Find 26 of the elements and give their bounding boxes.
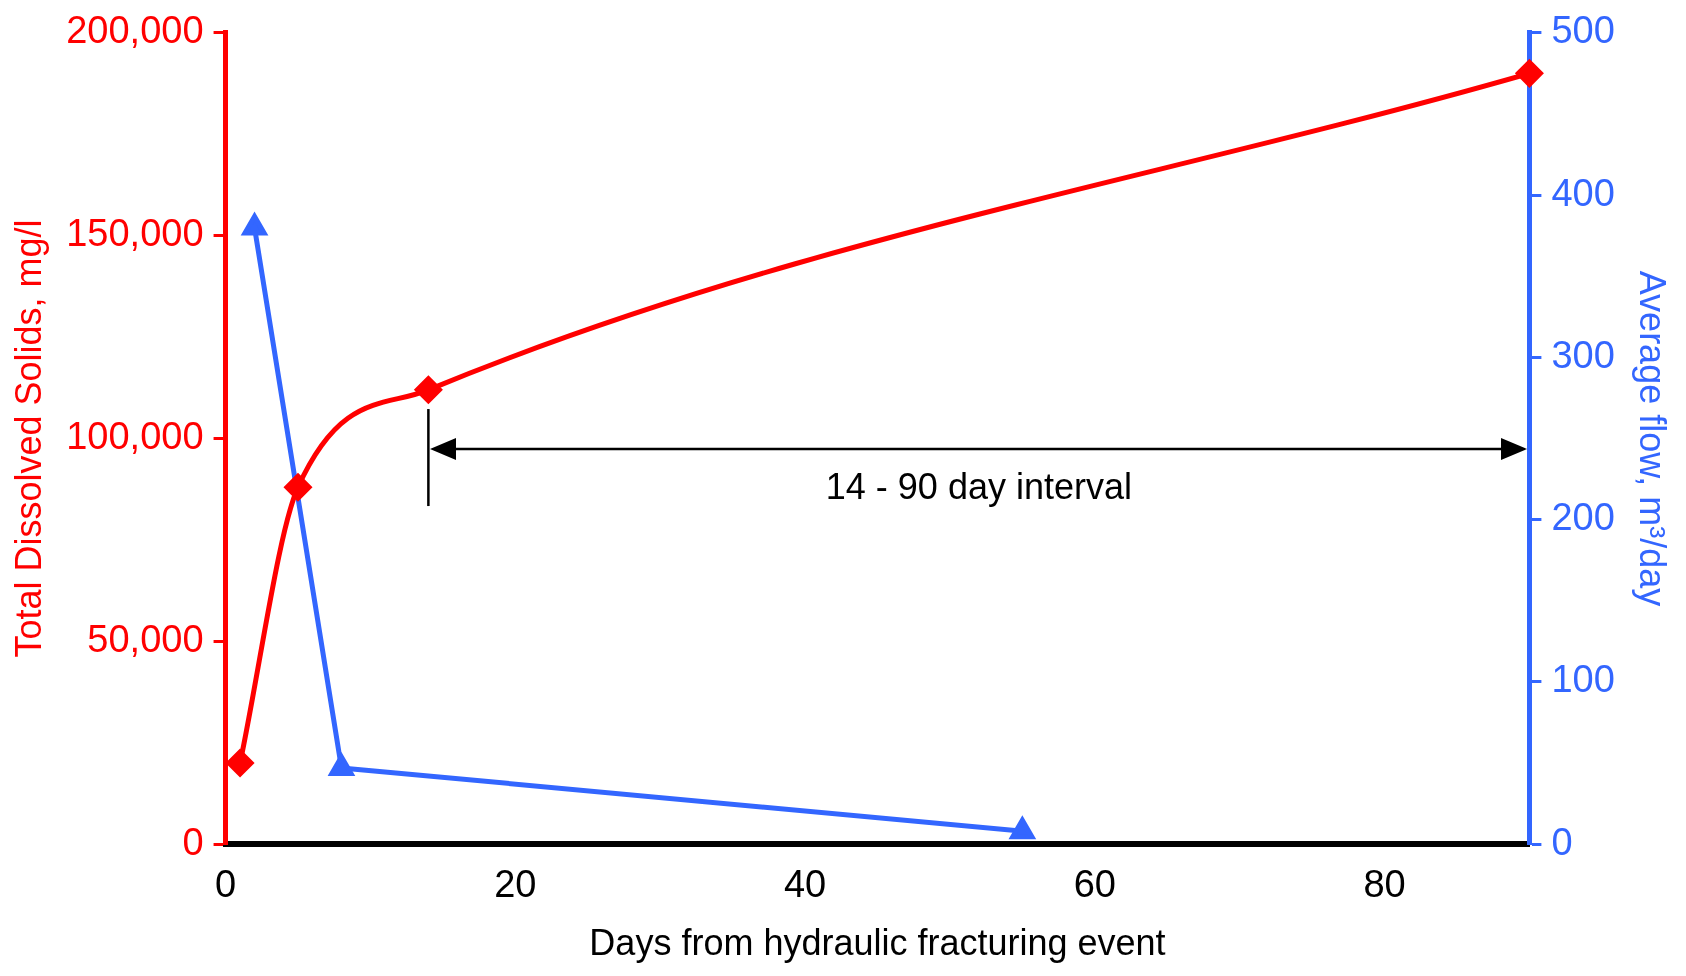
y2-tick-label: 200 [1551,496,1615,539]
y-tick-label: 0 [182,820,204,863]
y2-tick-label: 400 [1551,171,1615,214]
y2-tick-label: 0 [1551,820,1573,863]
point [414,376,442,404]
point [327,752,356,776]
x-tick-label: 80 [1363,863,1406,906]
y2-tick-label: 300 [1551,333,1615,376]
y2-tick-label: 100 [1551,658,1615,701]
point [226,749,254,777]
y-tick-label: 200,000 [66,9,204,52]
y-tick-label: 100,000 [66,414,204,457]
y2-tick-label: 500 [1551,9,1615,52]
y-axis-title: Total Dissolved Solids, mg/l [7,219,49,658]
point [1008,815,1037,840]
x-tick-label: 40 [783,863,827,906]
point [1515,59,1543,87]
y-tick-label: 150,000 [66,212,204,255]
x-tick-label: 20 [494,863,537,906]
x-tick-label: 0 [214,863,237,906]
y2-axis-title: Average flow, m³/day [1632,270,1674,607]
point [284,473,312,501]
x-tick-label: 60 [1073,863,1116,906]
annotation: 14 - 90 day interval [825,465,1132,507]
x-axis-title: Days from hydraulic fracturing event [589,922,1166,964]
y-tick-label: 50,000 [87,617,204,660]
